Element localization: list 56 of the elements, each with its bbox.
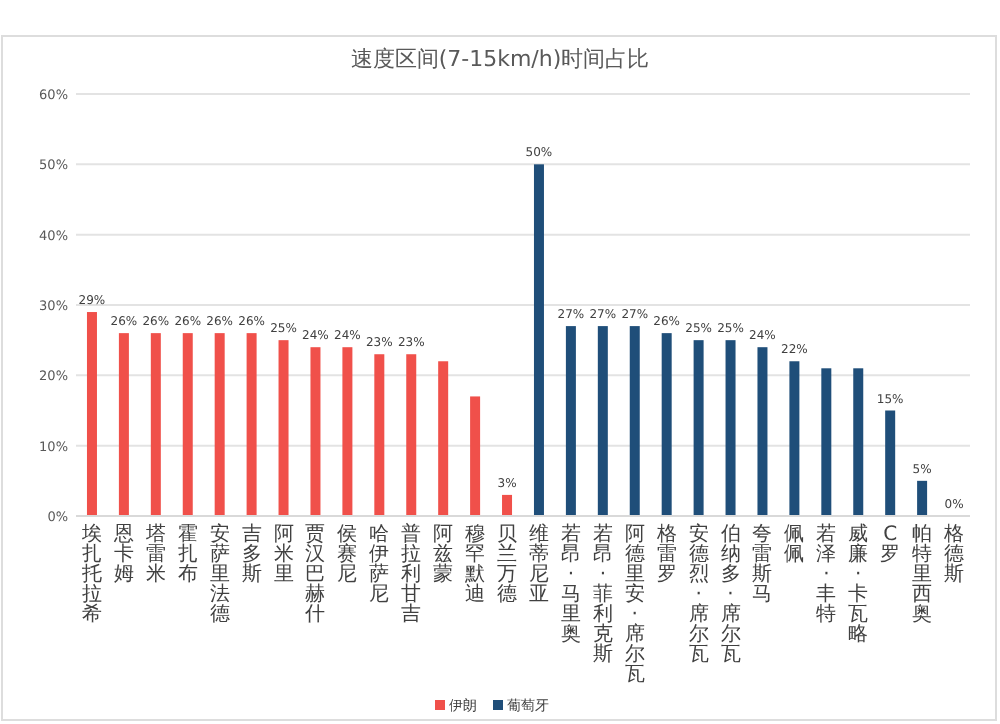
x-tick-label: 塔雷米 xyxy=(143,522,166,586)
x-tick-label: 埃扎托拉希 xyxy=(79,522,102,626)
bar xyxy=(917,480,928,516)
x-tick-label: 侯赛尼 xyxy=(337,524,358,586)
bar xyxy=(885,410,896,516)
x-tick-label: 贝兰万德 xyxy=(497,524,518,606)
bar xyxy=(693,340,704,516)
bar xyxy=(597,326,608,516)
bar xyxy=(406,354,417,516)
x-tick-label: 阿米里 xyxy=(273,524,294,586)
x-tick-label: 阿兹蒙 xyxy=(433,524,454,586)
chart-title: 速度区间(7-15km/h)时间占比 xyxy=(350,46,650,72)
bar xyxy=(629,326,640,516)
x-tick-label: 佩佩 xyxy=(784,524,805,566)
x-tick-label: 安德烈·席尔瓦 xyxy=(688,522,709,666)
x-tick-label: 吉多斯 xyxy=(241,522,262,586)
x-tick-label: 安萨里法德 xyxy=(209,522,230,626)
x-tick-label: 哈伊萨尼 xyxy=(369,522,390,606)
bar xyxy=(470,396,481,516)
bar xyxy=(853,368,864,516)
x-tick-label: 穆罕默迪 xyxy=(463,522,486,606)
bar xyxy=(789,361,800,516)
bar xyxy=(757,347,768,516)
bar xyxy=(278,340,289,516)
x-tick-label: 夸雷斯马 xyxy=(752,522,773,606)
x-tick-label: 格德斯 xyxy=(942,522,965,586)
x-tick-label: 贾汉巴赫什 xyxy=(305,524,326,626)
x-tick-label: 维蒂尼亚 xyxy=(528,522,549,606)
bar xyxy=(821,368,832,516)
x-tick-label: 若昂·马里奥 xyxy=(560,522,581,646)
bar xyxy=(214,333,225,516)
bar xyxy=(502,494,513,516)
x-tick-label: 格雷罗 xyxy=(654,522,677,586)
bar xyxy=(565,326,576,516)
x-tick-label: C罗 xyxy=(880,524,901,566)
bar xyxy=(342,347,353,516)
x-tick-label: 伯纳多·席尔瓦 xyxy=(720,522,741,666)
bar xyxy=(533,164,544,516)
x-tick-label: 阿德里安·席尔瓦 xyxy=(624,524,645,686)
bar xyxy=(150,333,161,516)
bar xyxy=(86,312,97,516)
bar xyxy=(310,347,321,516)
bar xyxy=(725,340,736,516)
x-tick-label: 若昂·菲利克斯 xyxy=(592,522,613,666)
bar xyxy=(182,333,193,516)
bar xyxy=(438,361,449,516)
bar xyxy=(246,333,257,516)
x-tick-label: 普拉利甘吉 xyxy=(401,522,422,626)
bar xyxy=(661,333,672,516)
x-tick-label: 帕特里西奥 xyxy=(912,522,933,626)
x-tick-label: 若泽·丰特 xyxy=(816,522,837,626)
bar xyxy=(374,354,385,516)
x-tick-label: 霍扎布 xyxy=(177,522,198,586)
x-tick-label: 恩卡姆 xyxy=(111,524,134,586)
bar xyxy=(118,333,129,516)
x-tick-label: 威廉·卡瓦略 xyxy=(848,522,869,646)
